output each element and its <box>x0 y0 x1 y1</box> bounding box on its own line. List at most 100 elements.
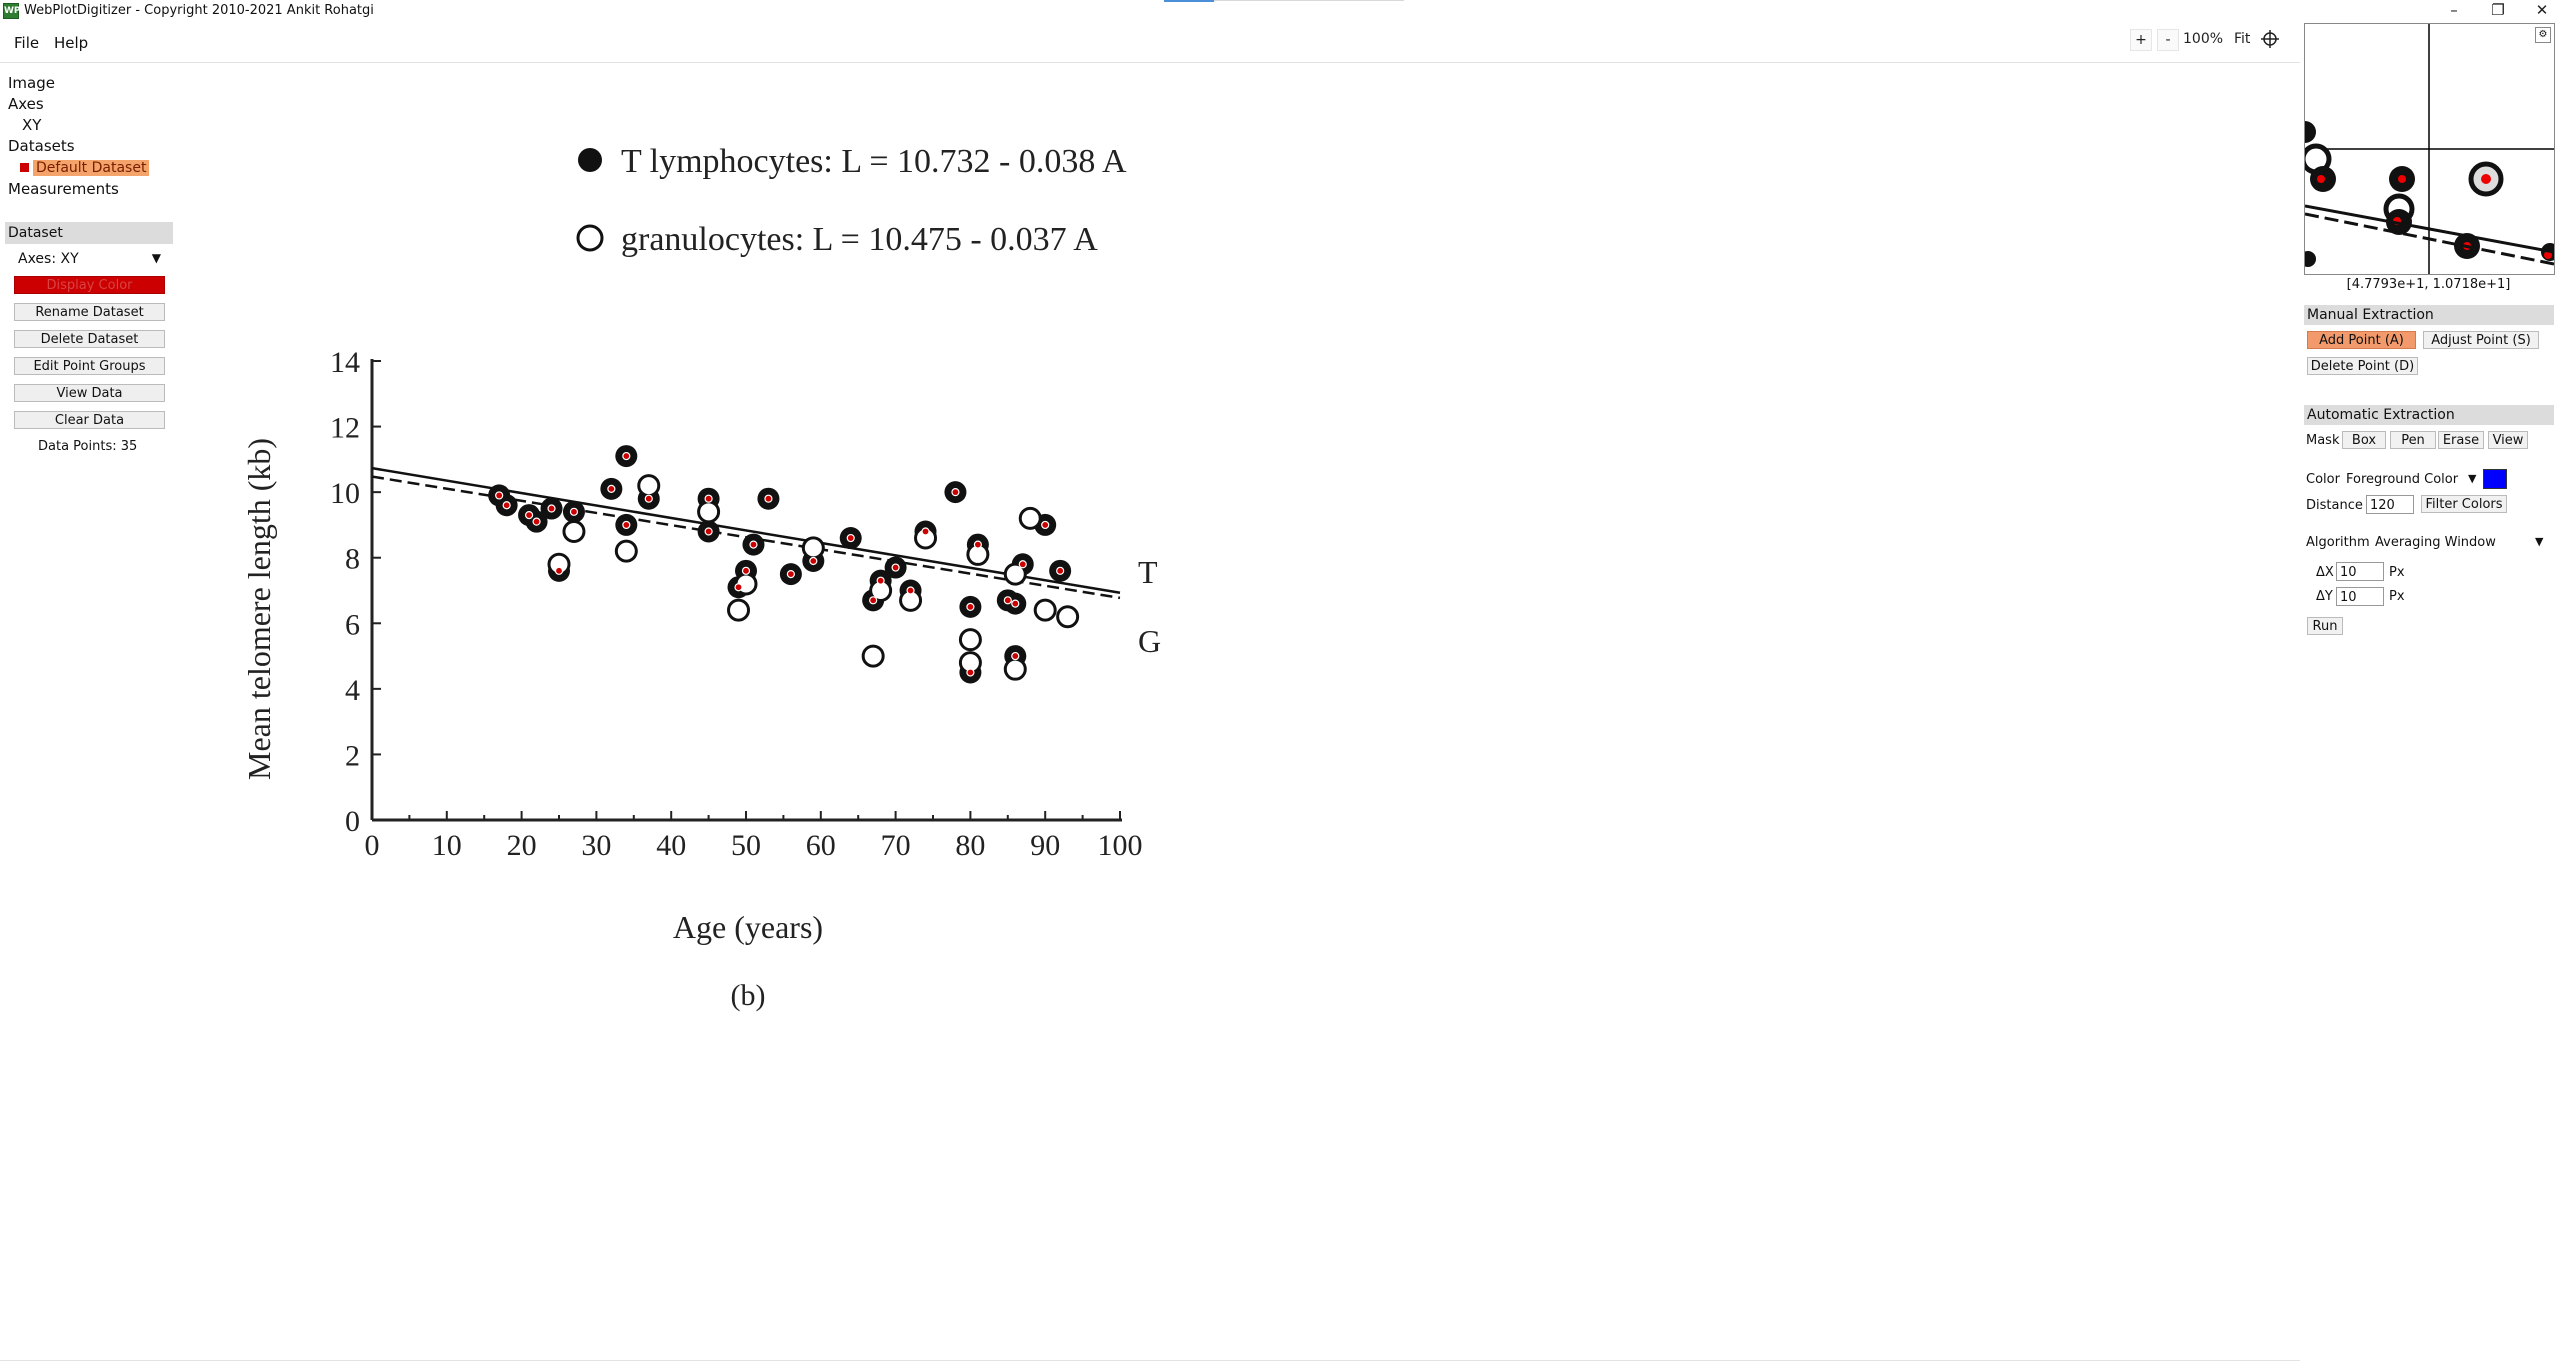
zoom-out-button[interactable]: - <box>2157 29 2179 51</box>
x-axis-label: Age (years) <box>673 909 823 945</box>
digitized-point <box>921 527 930 536</box>
legend-filled-marker <box>578 148 602 172</box>
zoom-in-button[interactable]: + <box>2130 29 2152 51</box>
y-tick-label: 4 <box>345 674 360 707</box>
marker-granulocytes <box>614 539 638 563</box>
mask-box-button[interactable]: Box <box>2342 431 2386 449</box>
delete-dataset-button[interactable]: Delete Dataset <box>14 330 165 348</box>
delete-point-button[interactable]: Delete Point (D) <box>2307 357 2418 375</box>
digitized-point <box>495 491 504 500</box>
title-accent-bar <box>1164 0 1214 2</box>
add-point-button[interactable]: Add Point (A) <box>2307 331 2416 349</box>
dataset-panel-header: Dataset <box>5 222 173 244</box>
plot-image-canvas[interactable]: T lymphocytes: L = 10.732 - 0.038 A gran… <box>0 0 1300 1050</box>
digitized-point <box>891 563 900 572</box>
chevron-down-icon[interactable]: ▼ <box>2535 535 2544 548</box>
digitized-point <box>1003 596 1012 605</box>
marker-granulocytes <box>1056 605 1080 629</box>
adjust-point-button[interactable]: Adjust Point (S) <box>2423 331 2539 349</box>
plot-axes: 0 10 20 30 40 50 60 70 80 90 100 0 2 4 6 8 10 12 14 <box>330 346 1143 862</box>
delta-x-input[interactable]: 10 <box>2336 562 2384 581</box>
mask-erase-button[interactable]: Erase <box>2438 431 2484 449</box>
digitized-point <box>749 540 758 549</box>
close-icon[interactable]: ✕ <box>2535 1 2549 19</box>
digitized-point <box>704 494 713 503</box>
view-data-button[interactable]: View Data <box>14 384 165 402</box>
axes-select[interactable]: Axes: XY ▼ <box>18 251 163 267</box>
digitized-point <box>532 517 541 526</box>
bottom-divider <box>0 1360 2300 1361</box>
digitized-point <box>502 501 511 510</box>
marker-granulocytes <box>1003 657 1027 681</box>
mask-label: Mask <box>2306 433 2340 448</box>
distance-input[interactable]: 120 <box>2366 495 2414 514</box>
clear-data-button[interactable]: Clear Data <box>14 411 165 429</box>
tree-item-xy[interactable]: XY <box>22 116 42 134</box>
y-tick-label: 6 <box>345 608 360 641</box>
distance-label: Distance <box>2306 498 2363 513</box>
color-label: Color <box>2306 472 2340 487</box>
digitized-point <box>869 596 878 605</box>
automatic-extraction-header: Automatic Extraction <box>2304 405 2554 425</box>
tree-item-datasets[interactable]: Datasets <box>8 137 75 155</box>
digitized-point <box>951 488 960 497</box>
algorithm-select[interactable]: Averaging Window <box>2375 535 2496 550</box>
digitized-point <box>524 510 534 520</box>
digitized-point <box>1018 560 1027 569</box>
x-tick-label: 0 <box>365 829 380 862</box>
tree-item-image[interactable]: Image <box>8 74 55 92</box>
tree-item-measurements[interactable]: Measurements <box>8 180 119 198</box>
x-tick-label: 10 <box>432 829 462 862</box>
marker-granulocytes <box>697 500 721 524</box>
magnifier-view: ⚙ <box>2304 23 2555 275</box>
digitized-point <box>846 533 855 543</box>
menu-file[interactable]: File <box>14 34 40 52</box>
cursor-coordinates: [4.7793e+1, 1.0718e+1] <box>2346 277 2511 292</box>
axes-select-value: Axes: XY <box>18 251 79 267</box>
delta-x-label: ΔX <box>2316 565 2334 580</box>
digitized-point <box>1011 651 1020 661</box>
mask-view-button[interactable]: View <box>2488 431 2528 449</box>
digitized-point <box>734 583 743 592</box>
legend-open-marker <box>576 224 604 252</box>
x-tick-label: 50 <box>731 829 761 862</box>
run-button[interactable]: Run <box>2307 617 2343 635</box>
digitized-point <box>876 576 885 585</box>
menu-divider <box>0 62 2300 63</box>
foreground-color-swatch[interactable] <box>2483 469 2507 489</box>
algorithm-label: Algorithm <box>2306 535 2370 550</box>
y-tick-label: 2 <box>345 739 360 772</box>
menu-help[interactable]: Help <box>54 34 89 52</box>
tree-item-default-dataset[interactable]: Default Dataset <box>20 158 150 176</box>
x-tick-label: 60 <box>806 829 836 862</box>
delta-y-unit: Px <box>2389 589 2405 604</box>
app-icon: WPD <box>3 3 28 19</box>
mask-pen-button[interactable]: Pen <box>2390 431 2436 449</box>
marker-granulocytes <box>861 644 885 668</box>
chevron-down-icon[interactable]: ▼ <box>2468 472 2477 485</box>
crosshair-icon[interactable] <box>2260 29 2280 49</box>
filter-colors-button[interactable]: Filter Colors <box>2421 495 2507 513</box>
maximize-icon[interactable]: ❐ <box>2491 1 2505 19</box>
legend-t-text: T lymphocytes: L = 10.732 - 0.038 A <box>621 143 1127 180</box>
x-tick-label: 100 <box>1098 829 1143 862</box>
zoom-fit-button[interactable]: Fit <box>2234 31 2251 47</box>
y-tick-label: 12 <box>330 412 360 445</box>
delta-y-label: ΔY <box>2316 589 2333 604</box>
digitized-point <box>966 668 975 677</box>
rename-dataset-button[interactable]: Rename Dataset <box>14 303 165 321</box>
digitized-point <box>1056 566 1065 575</box>
minimize-icon[interactable]: – <box>2450 1 2458 19</box>
marker-granulocytes <box>562 519 586 543</box>
marker-granulocytes <box>801 536 825 560</box>
delta-x-unit: Px <box>2389 565 2405 580</box>
display-color-button[interactable]: Display Color <box>14 276 165 294</box>
foreground-color-select[interactable]: Foreground Color <box>2346 472 2459 487</box>
tree-item-axes[interactable]: Axes <box>8 95 44 113</box>
chevron-down-icon: ▼ <box>151 251 161 265</box>
delta-y-input[interactable]: 10 <box>2336 587 2384 606</box>
edit-point-groups-button[interactable]: Edit Point Groups <box>14 357 165 375</box>
title-bar: WPD WebPlotDigitizer - Copyright 2010-20… <box>0 0 2559 22</box>
magnifier-settings-icon[interactable]: ⚙ <box>2535 27 2551 43</box>
digitized-point <box>809 556 818 566</box>
